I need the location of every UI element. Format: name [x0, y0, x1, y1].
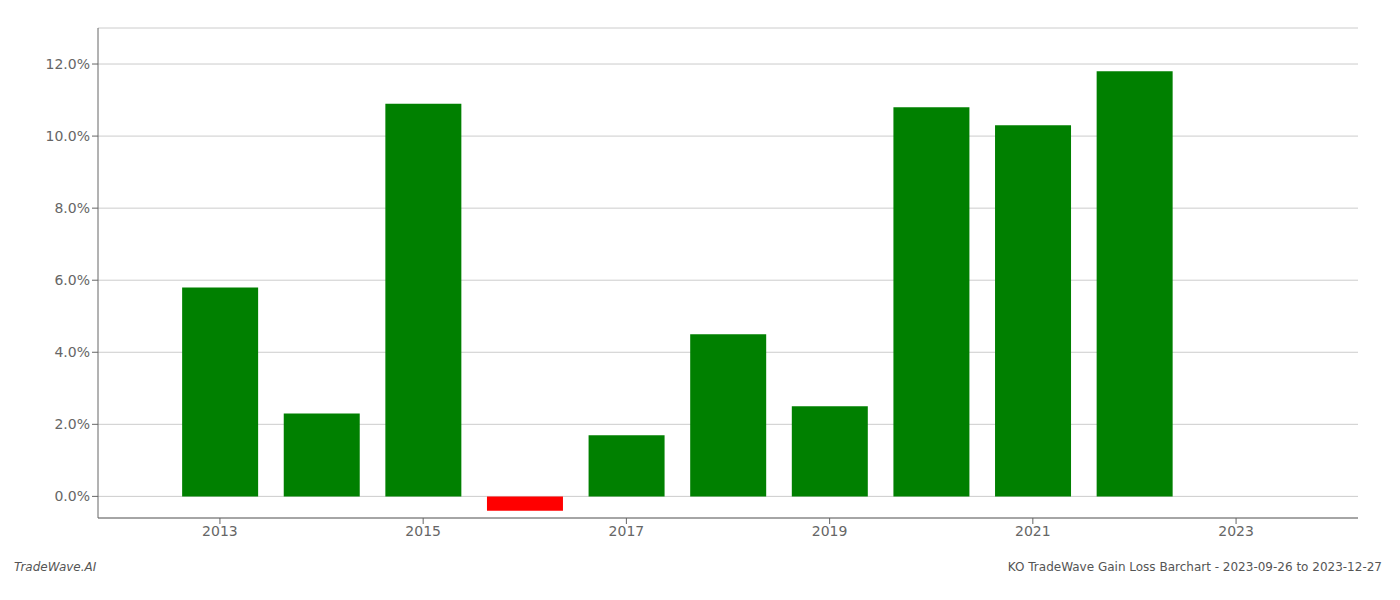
- svg-text:2021: 2021: [1015, 523, 1051, 539]
- svg-text:8.0%: 8.0%: [54, 200, 90, 216]
- svg-text:0.0%: 0.0%: [54, 488, 90, 504]
- html-text:KO TradeWave Gain Loss Barchar: KO TradeWave Gain Loss Barchart - 2023-0…: [1007, 560, 1382, 574]
- svg-text:2019: 2019: [812, 523, 848, 539]
- svg-text:12.0%: 12.0%: [46, 56, 90, 72]
- html-text:TradeWave.AI: TradeWave.AI: [14, 560, 97, 574]
- svg-text:2013: 2013: [202, 523, 238, 539]
- svg-text:10.0%: 10.0%: [46, 128, 90, 144]
- svg-text:2015: 2015: [405, 523, 441, 539]
- svg-text:6.0%: 6.0%: [54, 272, 90, 288]
- svg-text:2023: 2023: [1218, 523, 1254, 539]
- svg-text:4.0%: 4.0%: [54, 344, 90, 360]
- svg-text:2017: 2017: [609, 523, 645, 539]
- svg-text:2.0%: 2.0%: [54, 416, 90, 432]
